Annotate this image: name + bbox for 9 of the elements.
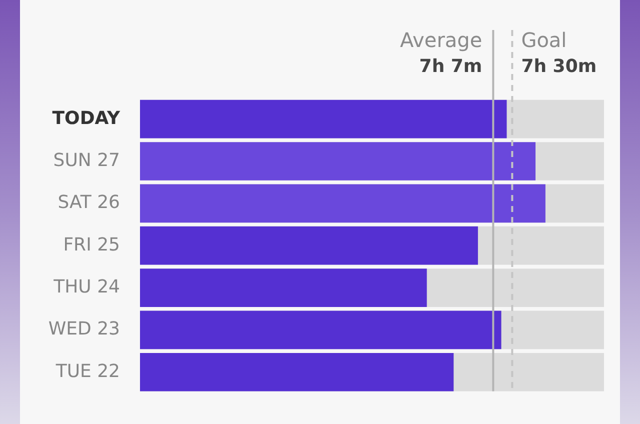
y-tick-label: TODAY (52, 108, 121, 129)
y-tick-label: FRI 25 (63, 234, 120, 256)
y-tick-label: WED 23 (48, 318, 120, 340)
y-tick-label: TUE 22 (54, 360, 120, 382)
y-tick-label: SUN 27 (53, 150, 120, 171)
y-tick-label: THU 24 (52, 276, 120, 298)
ref-line-label: Average 7h 7m (400, 28, 482, 77)
y-tick-label: SAT 26 (58, 192, 120, 214)
ref-line-label: Goal 7h 30m (521, 28, 597, 77)
